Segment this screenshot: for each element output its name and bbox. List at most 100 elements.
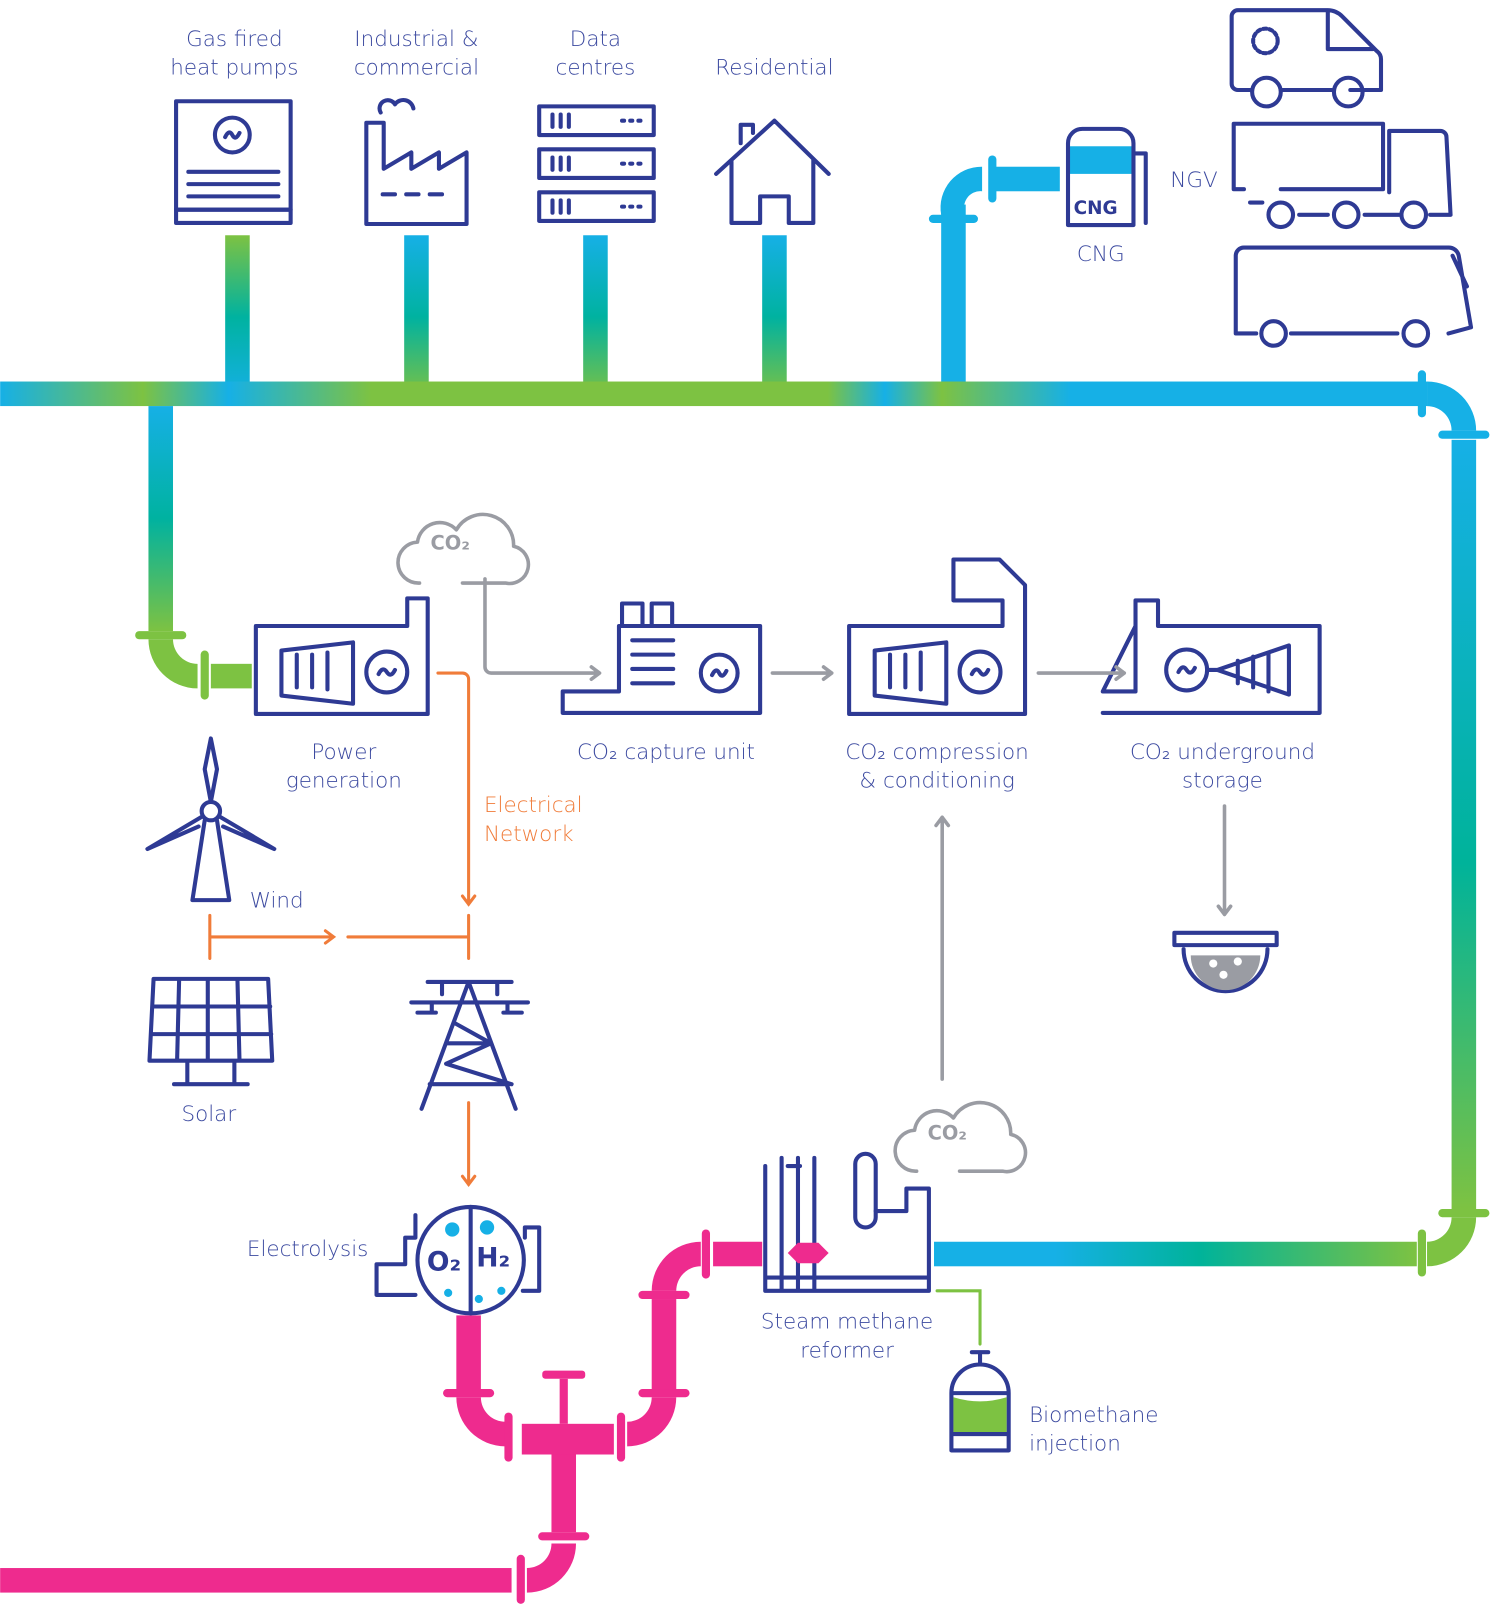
vehicles-part — [1259, 319, 1288, 348]
co2-flow-arrows-part — [1036, 665, 1127, 681]
electrolyser-icon-part — [445, 1222, 460, 1237]
pylon-icon — [409, 979, 530, 1111]
label: Power generation — [286, 740, 402, 794]
hydrogen-pipe-part — [526, 1543, 577, 1593]
label-line: Network — [484, 822, 574, 847]
capture-unit-icon-part — [698, 652, 740, 694]
label: Solar — [181, 1102, 236, 1127]
vehicles-part — [1251, 26, 1280, 56]
vehicles — [1229, 8, 1474, 348]
reformer-icon-part — [787, 1242, 829, 1264]
hydrogen-pipe-part — [521, 1423, 614, 1455]
electrolyser-icon-part — [374, 1213, 542, 1297]
storage-dome-part — [1181, 947, 1270, 994]
label-line: injection — [1029, 1431, 1121, 1456]
electrolyser-h2: H₂ — [476, 1242, 510, 1273]
vehicles-part — [1331, 200, 1361, 230]
electrical-network-lines-part — [460, 1101, 477, 1188]
power-generation-icon-part — [364, 649, 410, 695]
co2-cloud: CO₂ — [396, 512, 531, 586]
power-generation-icon-part — [253, 596, 430, 717]
vehicles-part — [1250, 75, 1283, 109]
hydrogen-pipe-part — [542, 1370, 586, 1379]
compression-icon-part — [847, 557, 1028, 717]
co2-flow-arrows-part — [1216, 804, 1233, 917]
solar-panel-icon-part — [147, 976, 275, 1087]
gas-pipes-part — [148, 639, 198, 689]
hydrogen-pipe-part — [627, 1397, 677, 1447]
label-line: Steam methane — [761, 1310, 933, 1335]
label-line: centres — [556, 56, 636, 81]
reformer-icon-part — [763, 1155, 931, 1293]
hydrogen-pipe-part — [538, 1532, 590, 1541]
biomethane-icon — [949, 1350, 1011, 1453]
gas-pipes-part — [1417, 1229, 1427, 1277]
storage-dome-part — [1209, 959, 1218, 968]
label: Industrial & commercial — [354, 27, 479, 81]
capture-unit-icon-part — [710, 668, 729, 678]
power-generation-icon-part — [376, 667, 398, 677]
label: CO₂ capture unit — [577, 740, 755, 765]
vehicles-part — [1266, 200, 1296, 230]
power-generation-icon-part — [279, 640, 356, 706]
compression-icon-part — [872, 640, 949, 706]
co2-cloud-part — [396, 512, 531, 586]
server-icon-part — [537, 104, 656, 138]
storage-unit-icon — [1100, 598, 1322, 715]
labels: Gas fired heat pumps Industrial & commerci… — [170, 27, 1315, 1456]
server-icon-part — [537, 190, 656, 223]
house-icon-part — [714, 118, 831, 226]
heat-pump-icon — [174, 99, 293, 226]
co2-cloud: CO₂ — [893, 1100, 1028, 1174]
hydrogen-pipe-part — [638, 1389, 690, 1398]
co2-flow-arrows — [483, 577, 1233, 1081]
cng-tank-label: CNG — [1074, 198, 1118, 219]
label-line: Electrical — [484, 793, 583, 818]
label: Wind — [250, 888, 304, 913]
wind-turbine-icon — [145, 736, 277, 903]
label-line: Gas fired — [186, 27, 283, 52]
solar-panel-icon — [147, 976, 275, 1087]
factory-icon — [364, 97, 469, 227]
storage-unit-icon-part — [1176, 665, 1197, 675]
reformer-icon — [763, 1151, 931, 1293]
electrolyser-icon: O₂ H₂ — [374, 1204, 542, 1316]
gas-pipes-part — [1438, 430, 1490, 439]
hydrogen-pipe-part — [551, 1452, 577, 1533]
label-line: Biomethane — [1029, 1403, 1158, 1428]
gas-pipes-part — [928, 214, 978, 223]
storage-unit-icon-part — [1205, 643, 1291, 697]
reformer-icon-part — [853, 1151, 878, 1230]
biomethane-icon-part — [949, 1350, 1011, 1453]
power-generation-icon — [253, 596, 430, 717]
label-line: Industrial & — [354, 27, 478, 52]
gas-pipes-part — [934, 1241, 1417, 1267]
hydrogen-pipe-part — [651, 1241, 701, 1291]
gas-pipes-part — [1427, 381, 1477, 431]
gas-pipes-part — [762, 235, 787, 399]
electrolyser-icon-part — [474, 1294, 483, 1304]
hydrogen-pipe-part — [616, 1412, 626, 1462]
hydrogen-pipe-part — [456, 1397, 506, 1447]
wind-turbine-icon-part — [145, 736, 277, 903]
co2-flow-arrows-part — [934, 815, 951, 1081]
cng-tank: CNG — [1065, 126, 1148, 228]
gas-pipes-part — [940, 166, 983, 215]
label-line: reformer — [800, 1338, 894, 1363]
label-line: CO₂ underground — [1130, 740, 1315, 765]
server-icon-part — [537, 147, 656, 181]
hydrogen-pipe-part — [456, 1315, 481, 1390]
co2-cloud-part — [893, 1100, 1028, 1174]
factory-icon-part — [377, 97, 416, 115]
electrical-network-lines-part — [208, 913, 471, 960]
label: Data centres — [556, 27, 636, 81]
server-icon-part — [550, 112, 643, 215]
server-icon — [537, 104, 656, 223]
electrolyser-icon-part — [444, 1288, 453, 1297]
biomethane-line — [935, 1289, 982, 1346]
gas-pipes-part — [200, 650, 209, 700]
compression-icon — [847, 557, 1028, 717]
vehicles-part — [1401, 319, 1431, 348]
gas-pipes-part — [1427, 1217, 1477, 1267]
electrical-network-lines-part — [436, 671, 477, 907]
